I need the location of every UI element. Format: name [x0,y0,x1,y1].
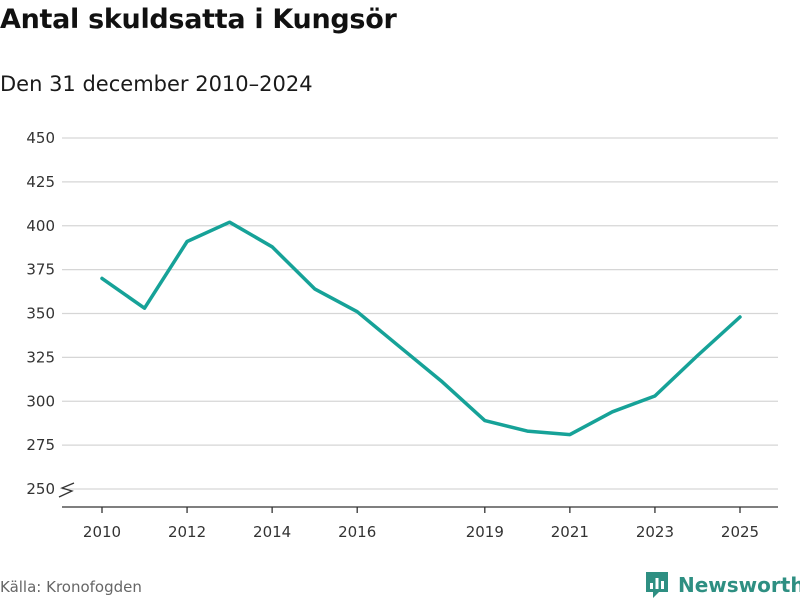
gridlines [62,137,778,490]
brand-name: Newsworthy [678,573,800,597]
chart-subtitle: Den 31 december 2010–2024 [0,72,313,96]
x-tick-label-2012: 2012 [168,523,206,541]
data-point-2014 [270,245,274,249]
chart-title: Antal skuldsatta i Kungsör [0,4,397,35]
data-point-2016 [355,310,359,314]
x-tick-label-2023: 2023 [636,523,674,541]
data-point-2019 [483,419,487,423]
y-axis-ticks: 250 275 300 325 350 375 400 425 450 [26,129,75,498]
data-point-2010 [100,276,104,280]
x-tick-label-2016: 2016 [338,523,376,541]
y-tick-label-350: 350 [26,305,55,323]
data-point-2013 [228,220,232,224]
y-tick-label-325: 325 [26,348,55,366]
x-tick-label-2025: 2025 [721,523,759,541]
data-point-2012 [185,240,189,244]
newsworthy-logo-icon [646,572,668,598]
y-tick-label-450: 450 [26,129,55,147]
line-chart: 250 275 300 325 350 375 400 425 450 2010 2012 2014… [26,129,778,541]
data-point-2018 [440,380,444,384]
x-axis [62,506,778,513]
y-tick-label-425: 425 [26,173,55,191]
data-point-2022 [610,410,614,414]
x-tick-label-2021: 2021 [551,523,589,541]
data-point-2024 [695,354,699,358]
x-tick-label-2019: 2019 [466,523,504,541]
series-line [100,220,742,437]
data-point-2021 [568,433,572,437]
brand-logo: Newsworthy [644,570,800,600]
data-point-2025 [738,315,742,319]
data-point-2023 [653,394,657,398]
data-point-2017 [398,345,402,349]
data-point-2011 [143,306,147,310]
data-point-2015 [313,287,317,291]
y-tick-label-275: 275 [26,436,55,454]
x-tick-label-2014: 2014 [253,523,291,541]
series [100,220,742,437]
x-axis-ticks: 2010 2012 2014 2016 2019 2021 2023 2025 [83,523,759,541]
y-tick-label-375: 375 [26,261,55,279]
y-tick-label-250: 250 [26,480,55,498]
data-point-2020 [525,429,529,433]
y-tick-label-400: 400 [26,217,55,235]
y-tick-label-300: 300 [26,392,55,410]
axis-break-icon [58,482,75,498]
x-tick-label-2010: 2010 [83,523,121,541]
source-note: Källa: Kronofogden [0,578,142,596]
